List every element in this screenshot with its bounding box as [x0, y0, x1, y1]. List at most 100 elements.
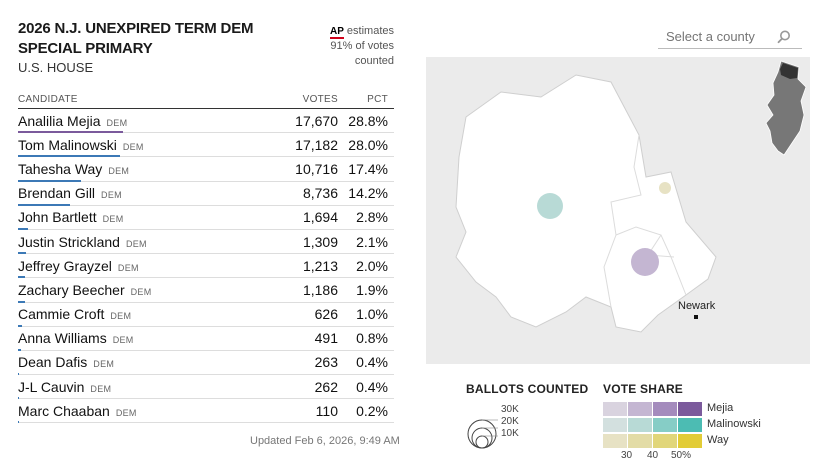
county-bubble-way[interactable]	[659, 182, 671, 194]
party-label: DEM	[122, 141, 144, 152]
pct-cell: 0.4%	[356, 354, 388, 371]
pct-cell: 28.8%	[348, 112, 388, 129]
nj-state-shape	[765, 60, 807, 156]
size-circle-20k	[471, 427, 493, 449]
pct-cell: 17.4%	[348, 160, 388, 177]
vote-share-bar	[18, 373, 20, 376]
party-label: DEM	[117, 262, 139, 273]
state-locator	[765, 60, 807, 156]
vote-share-bar	[18, 276, 26, 279]
county-bubble-malinowski[interactable]	[631, 248, 659, 276]
table-row: Cammie Croft DEM 626 1.0%	[18, 303, 394, 327]
party-label: DEM	[115, 407, 137, 418]
candidate-name: Jeffrey Grayzel	[18, 257, 112, 274]
candidate-name: Zachary Beecher	[18, 281, 125, 298]
table-row: Dean Dafis DEM 263 0.4%	[18, 351, 394, 376]
newark-label: Newark	[678, 300, 716, 312]
race-title: 2026 N.J. UNEXPIRED TERM DEM SPECIAL PRI…	[18, 20, 254, 57]
share-pct-40: 40	[647, 450, 659, 461]
votes-cell: 1,694	[302, 209, 338, 226]
shade-cell	[653, 434, 677, 448]
table-row: Zachary Beecher DEM 1,186 1.9%	[18, 278, 394, 303]
vote-share-bar	[18, 397, 20, 400]
search-icon[interactable]	[776, 29, 792, 45]
vote-share-bar	[18, 179, 82, 182]
county-bubble-mejia[interactable]	[537, 193, 563, 219]
candidate-name: Dean Dafis	[18, 354, 88, 371]
size-label-10k: 10K	[501, 428, 519, 439]
size-label-30k: 30K	[501, 404, 519, 415]
share-pct-50: 50%	[671, 450, 692, 461]
votes-cell: 491	[314, 330, 338, 347]
table-row: John Bartlett DEM 1,694 2.8%	[18, 206, 394, 230]
party-label: DEM	[90, 383, 112, 394]
candidate-name: Justin Strickland	[18, 233, 120, 250]
party-label: DEM	[130, 286, 152, 297]
candidate-name: Anna Williams	[18, 330, 107, 347]
table-row: Anna Williams DEM 491 0.8%	[18, 327, 394, 351]
vote-share-bar	[18, 252, 26, 255]
candidate-cell: Tom Malinowski DEM	[18, 137, 258, 153]
party-label: DEM	[93, 359, 115, 370]
district-map[interactable]: Newark	[426, 57, 810, 364]
pct-cell: 2.0%	[356, 257, 388, 274]
shade-cell	[653, 402, 677, 416]
candidate-cell: Cammie Croft DEM	[18, 306, 258, 322]
candidate-name: Brendan Gill	[18, 185, 96, 202]
share-label-way: Way	[707, 434, 729, 446]
votes-cell: 17,670	[295, 112, 338, 129]
pct-cell: 1.0%	[356, 306, 388, 323]
county-search[interactable]	[658, 25, 802, 49]
party-label: DEM	[112, 335, 134, 346]
table-row: Analilia Mejia DEM 17,670 28.8%	[18, 109, 394, 134]
candidate-cell: Tahesha Way DEM	[18, 161, 258, 177]
votes-cell: 110	[315, 402, 338, 419]
vote-share-legend-title: VOTE SHARE	[603, 382, 684, 396]
updated-timestamp: Updated Feb 6, 2026, 9:49 AM	[250, 435, 400, 447]
ap-logo: AP	[330, 26, 344, 39]
ap-estimate: AP estimates 91% of votes counted	[300, 24, 394, 69]
candidate-name: Marc Chaaban	[18, 402, 110, 419]
votes-cell: 10,716	[295, 160, 338, 177]
county-search-input[interactable]	[658, 29, 776, 44]
pct-cell: 1.9%	[356, 281, 388, 298]
header-votes: VOTES	[302, 94, 338, 105]
pct-cell: 28.0%	[348, 136, 388, 153]
pct-cell: 14.2%	[348, 185, 388, 202]
candidate-cell: John Bartlett DEM	[18, 209, 258, 225]
candidate-cell: Zachary Beecher DEM	[18, 282, 258, 298]
votes-cell: 1,309	[302, 233, 338, 250]
ap-estimate-line3: counted	[354, 55, 394, 67]
votes-cell: 263	[314, 354, 338, 371]
table-row: Jeffrey Grayzel DEM 1,213 2.0%	[18, 254, 394, 279]
shade-cell	[678, 402, 702, 416]
table-row: J-L Cauvin DEM 262 0.4%	[18, 375, 394, 400]
vote-share-bar	[18, 203, 70, 206]
votes-cell: 1,186	[302, 281, 338, 298]
table-header: CANDIDATE VOTES PCT	[18, 91, 394, 109]
candidate-cell: Dean Dafis DEM	[18, 354, 258, 370]
table-row: Tahesha Way DEM 10,716 17.4%	[18, 157, 394, 182]
party-label: DEM	[108, 165, 130, 176]
size-label-20k: 20K	[501, 416, 519, 427]
ballots-legend-title: BALLOTS COUNTED	[466, 382, 589, 396]
party-label: DEM	[110, 311, 132, 322]
pct-cell: 0.8%	[356, 330, 388, 347]
candidate-name: Tahesha Way	[18, 160, 103, 177]
candidate-cell: Marc Chaaban DEM	[18, 403, 258, 419]
party-label: DEM	[106, 117, 128, 128]
party-label: DEM	[101, 190, 122, 201]
table-row: Marc Chaaban DEM 110 0.2%	[18, 399, 394, 424]
vote-share-bar	[18, 348, 21, 351]
party-label: DEM	[125, 238, 147, 249]
candidate-name: Cammie Croft	[18, 306, 105, 323]
table-row: Justin Strickland DEM 1,309 2.1%	[18, 230, 394, 255]
size-circle-30k	[467, 419, 497, 449]
shade-cell	[603, 402, 627, 416]
candidate-name: John Bartlett	[18, 209, 97, 226]
party-label: DEM	[102, 214, 124, 225]
candidate-cell: J-L Cauvin DEM	[18, 379, 258, 395]
shade-cell	[653, 418, 677, 432]
county-border-2	[603, 234, 617, 308]
ap-estimate-line2: 91% of votes	[330, 40, 394, 52]
